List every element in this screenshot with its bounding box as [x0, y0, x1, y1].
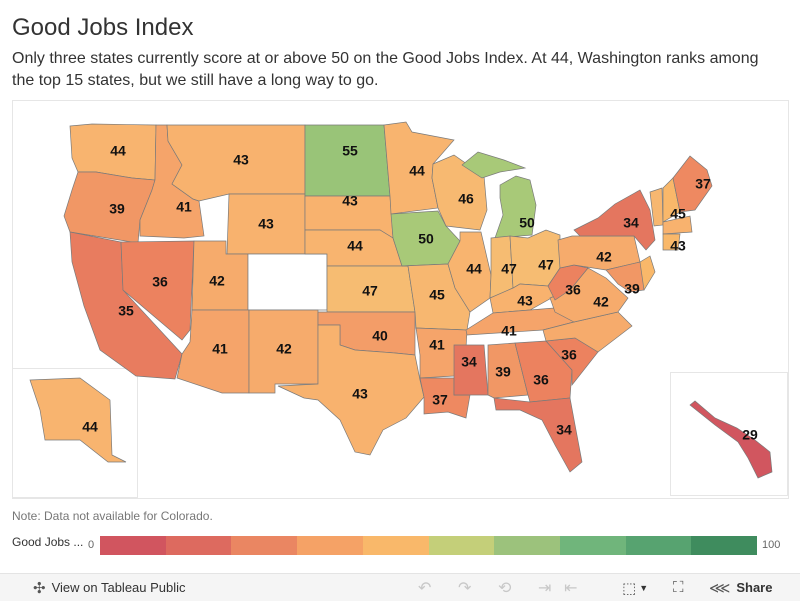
state-value-label-ia: 50 — [418, 231, 434, 247]
share-button[interactable]: ⋘ Share — [709, 574, 772, 601]
pause-icon[interactable]: ⇥ — [538, 579, 552, 597]
state-value-label-ne: 44 — [347, 238, 363, 254]
state-value-label-ak: 44 — [82, 419, 98, 435]
state-value-label-ca: 35 — [118, 303, 134, 319]
view-on-tableau-public-button[interactable]: ✣ View on Tableau Public — [33, 574, 186, 601]
state-value-label-mt: 43 — [233, 152, 249, 168]
state-value-label-nm: 42 — [276, 341, 292, 357]
refresh-icon[interactable]: ⇤ — [564, 579, 578, 597]
state-value-label-la: 37 — [432, 392, 448, 408]
color-legend — [100, 536, 758, 555]
legend-swatch — [559, 536, 626, 555]
state-fl[interactable] — [493, 397, 583, 473]
state-value-label-ny: 34 — [623, 215, 639, 231]
state-value-label-ga: 36 — [533, 372, 549, 388]
state-value-label-il: 44 — [466, 261, 482, 277]
page-subtitle: Only three states currently score at or … — [12, 50, 759, 89]
alaska-inset-frame — [12, 368, 138, 498]
state-nv[interactable] — [120, 240, 195, 341]
legend-swatch — [297, 536, 363, 555]
state-value-label-nd: 55 — [342, 143, 358, 159]
state-value-label-id: 41 — [176, 199, 192, 215]
chevron-down-icon: ▼ — [639, 582, 649, 593]
view-on-tableau-label: View on Tableau Public — [51, 580, 186, 595]
tableau-toolbar: ✣ View on Tableau Public ↶ ↷ ⟲ ⇥ ⇤ ⬚ ▼ ⛶… — [0, 573, 800, 601]
state-value-label-wy: 43 — [258, 216, 274, 232]
state-value-label-me: 37 — [695, 176, 711, 192]
state-value-label-ky: 43 — [517, 293, 533, 309]
state-ak[interactable] — [29, 377, 127, 463]
state-ny[interactable] — [573, 189, 656, 251]
legend-swatch — [691, 536, 758, 555]
state-al[interactable] — [487, 342, 529, 399]
tableau-logo-icon: ✣ — [33, 579, 46, 597]
state-value-label-al: 39 — [495, 364, 511, 380]
state-value-label-tn: 41 — [501, 323, 517, 339]
legend-swatch — [494, 536, 560, 555]
data-note: Note: Data not available for Colorado. — [12, 509, 213, 523]
state-wi[interactable] — [431, 154, 488, 231]
state-value-label-hi: 29 — [742, 427, 758, 443]
state-ms[interactable] — [453, 344, 489, 396]
legend-swatch — [362, 536, 429, 555]
state-value-label-ks: 47 — [362, 283, 378, 299]
state-value-label-vt: 45 — [670, 206, 686, 222]
page-title: Good Jobs Index — [12, 14, 194, 41]
state-ct[interactable] — [662, 233, 681, 251]
state-hi[interactable] — [689, 400, 773, 479]
fullscreen-button[interactable]: ⛶ — [673, 574, 684, 601]
us-choropleth-map[interactable]: 44 39 35 41 36 43 43 42 41 42 55 43 44 47 40 43 44 50 45 41… — [0, 0, 800, 500]
redo-icon[interactable]: ↷ — [458, 579, 472, 597]
state-value-label-ut: 42 — [209, 273, 225, 289]
state-il[interactable] — [447, 231, 492, 313]
state-value-label-pa: 42 — [596, 249, 612, 265]
state-value-label-nc: 42 — [593, 294, 609, 310]
state-value-label-ok: 40 — [372, 328, 388, 344]
state-me[interactable] — [672, 155, 713, 213]
state-value-label-ar: 41 — [429, 337, 445, 353]
legend-min-label: 0 — [88, 539, 95, 551]
state-value-label-wa: 44 — [110, 143, 126, 159]
state-mi[interactable] — [461, 151, 527, 179]
state-tx[interactable] — [277, 324, 425, 456]
download-icon: ⬚ — [622, 579, 637, 597]
state-value-label-ma: 43 — [670, 238, 686, 254]
state-value-label-az: 41 — [212, 341, 228, 357]
state-value-label-ms: 34 — [461, 354, 477, 370]
download-button[interactable]: ⬚ ▼ — [622, 574, 648, 601]
legend-swatch — [165, 536, 232, 555]
state-ma[interactable] — [662, 215, 693, 235]
state-value-label-wi: 46 — [458, 191, 474, 207]
state-value-label-mo: 45 — [429, 287, 445, 303]
legend-swatch — [100, 536, 166, 555]
state-value-label-wv: 36 — [565, 282, 581, 298]
legend-swatch — [625, 536, 692, 555]
state-nd[interactable] — [304, 124, 391, 197]
state-value-label-tx: 43 — [352, 386, 368, 402]
state-value-label-in: 47 — [501, 261, 517, 277]
revert-icon[interactable]: ⟲ — [498, 579, 512, 597]
state-value-label-sd: 43 — [342, 193, 358, 209]
share-icon: ⋘ — [709, 579, 731, 597]
share-label: Share — [736, 580, 773, 595]
state-value-label-oh: 47 — [538, 257, 554, 273]
legend-title[interactable]: Good Jobs ... — [12, 535, 84, 549]
state-mi[interactable] — [494, 175, 537, 239]
state-value-label-or: 39 — [109, 201, 125, 217]
state-co[interactable] — [247, 253, 328, 311]
undo-icon[interactable]: ↶ — [418, 579, 432, 597]
state-nm[interactable] — [248, 309, 319, 394]
state-value-label-mn: 44 — [409, 163, 425, 179]
legend-swatch — [428, 536, 495, 555]
state-value-label-sc: 36 — [561, 347, 577, 363]
state-value-label-md: 39 — [624, 281, 640, 297]
fullscreen-icon: ⛶ — [673, 579, 684, 596]
state-value-label-fl: 34 — [556, 422, 572, 438]
legend-max-label: 100 — [762, 539, 781, 551]
hawaii-inset-frame — [670, 372, 788, 496]
state-value-label-nv: 36 — [152, 274, 168, 290]
state-md[interactable] — [605, 261, 645, 293]
legend-swatch — [231, 536, 298, 555]
state-value-label-mi: 50 — [519, 215, 535, 231]
